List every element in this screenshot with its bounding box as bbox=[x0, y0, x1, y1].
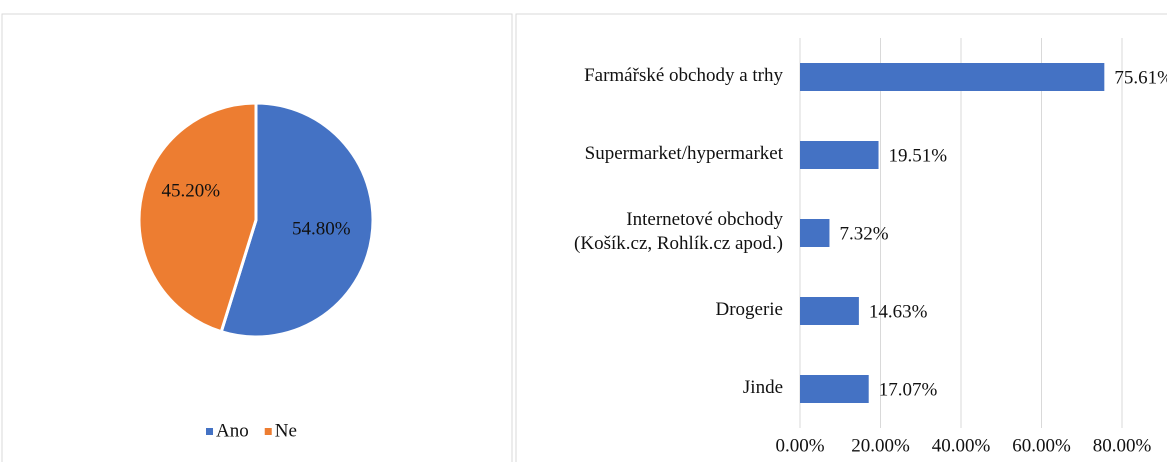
slice-label: 54.80% bbox=[292, 218, 351, 239]
bar bbox=[800, 297, 859, 325]
bar bbox=[800, 141, 879, 169]
pie-panel bbox=[1, 13, 513, 462]
x-tick-label: 20.00% bbox=[851, 435, 910, 456]
value-label: 14.63% bbox=[869, 301, 928, 322]
value-label: 7.32% bbox=[839, 223, 888, 244]
legend-label: Ne bbox=[275, 420, 297, 441]
pie-slice bbox=[137, 101, 258, 334]
legend-swatch bbox=[264, 428, 272, 435]
x-tick-label: 40.00% bbox=[932, 435, 991, 456]
legend-label: Ano bbox=[216, 420, 249, 441]
y-tick-label-line: (Košík.cz, Rohlík.cz apod.) bbox=[574, 233, 783, 254]
value-label: 19.51% bbox=[889, 145, 948, 166]
value-label: 75.61% bbox=[1114, 67, 1167, 88]
y-tick-label: Supermarket/hypermarket bbox=[585, 143, 784, 164]
y-tick-label-line: Jinde bbox=[743, 377, 783, 398]
y-tick-label: Farmářské obchody a trhy bbox=[584, 65, 783, 86]
bar bbox=[800, 63, 1105, 91]
y-tick-label: Drogerie bbox=[715, 299, 783, 320]
bar bbox=[800, 219, 830, 247]
x-tick-label: 60.00% bbox=[1012, 435, 1071, 456]
x-tick-label: 0.00% bbox=[775, 435, 824, 456]
y-tick-label-line: Supermarket/hypermarket bbox=[585, 143, 784, 164]
value-label: 17.07% bbox=[879, 379, 938, 400]
y-tick-label-line: Farmářské obchody a trhy bbox=[584, 65, 783, 86]
legend-swatch bbox=[206, 428, 213, 435]
slice-label: 45.20% bbox=[161, 180, 220, 201]
y-tick-label: Jinde bbox=[743, 377, 783, 398]
bar bbox=[800, 375, 869, 403]
pie-slice bbox=[219, 101, 375, 339]
x-tick-label: 80.00% bbox=[1093, 435, 1152, 456]
y-tick-label: Internetové obchody (Košík.cz, Rohlík.cz … bbox=[574, 209, 783, 254]
y-tick-label-line: Internetové obchody bbox=[626, 209, 783, 230]
y-tick-label-line: Drogerie bbox=[715, 299, 783, 320]
bar-panel bbox=[515, 13, 1167, 462]
